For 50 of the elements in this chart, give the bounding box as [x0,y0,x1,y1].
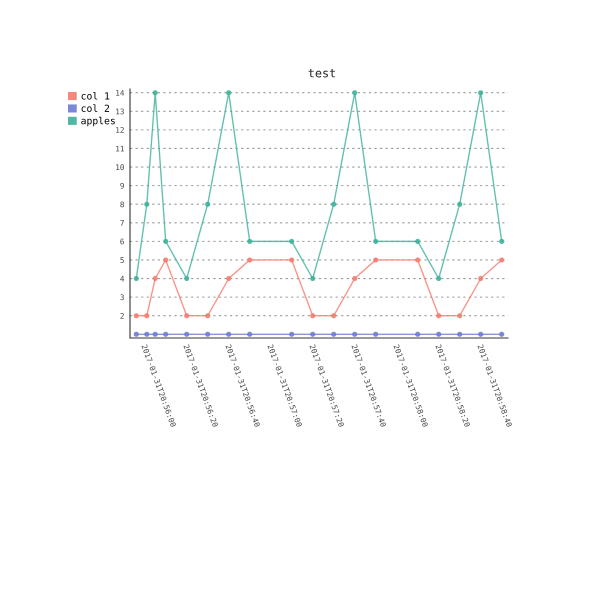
point [289,332,294,337]
point [205,313,210,318]
point [144,202,150,207]
point [457,313,462,318]
point [331,313,336,318]
point [436,332,442,337]
point [134,332,139,337]
legend-label: col 2 [82,104,110,112]
chart-title: test [308,69,336,78]
point [415,257,420,263]
point [247,332,252,337]
point [436,313,442,318]
point [499,332,504,337]
point [144,313,150,318]
point [205,202,210,207]
point [226,332,232,337]
point [247,238,252,244]
point [310,332,316,337]
legend-label: col 1 [82,92,110,100]
point [163,238,168,244]
point [310,313,316,318]
point [247,257,252,263]
point [373,238,378,244]
legend-label: apples [81,116,115,126]
point [415,238,420,244]
point [134,313,139,318]
point [373,257,378,263]
point [499,257,504,263]
point [478,90,484,96]
point [144,332,150,337]
point [352,90,358,96]
point [184,332,190,337]
point [415,332,420,337]
point [457,332,462,337]
point [152,332,158,337]
point [205,332,210,337]
point [163,257,168,263]
point [352,332,358,337]
point [184,313,190,318]
point [152,90,158,96]
point [478,332,484,337]
point [331,202,336,207]
point [331,332,336,337]
point [289,257,294,263]
point [163,332,168,337]
point [499,238,504,244]
point [289,238,294,244]
point [457,202,462,207]
point [373,332,378,337]
point [226,90,232,96]
